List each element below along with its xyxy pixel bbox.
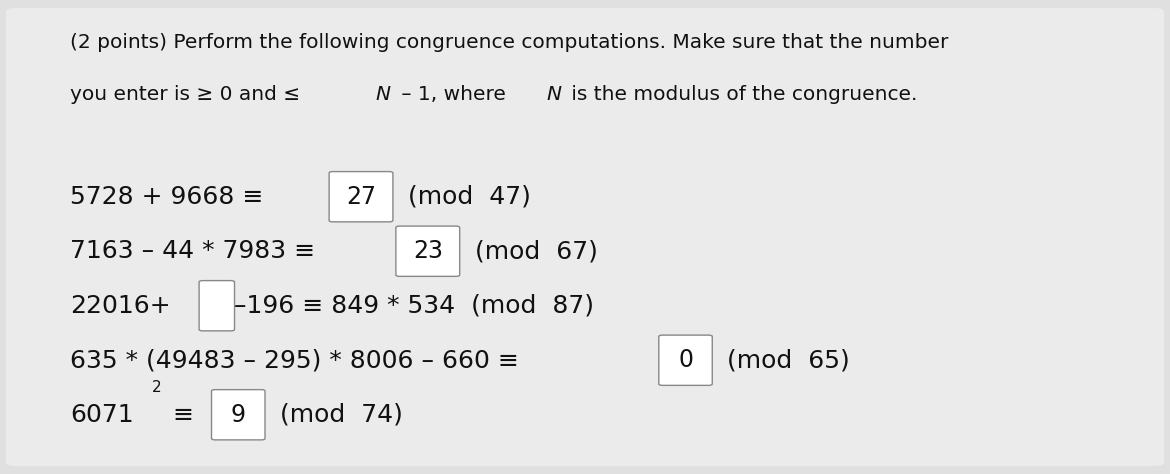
Text: 635 * (49483 – 295) * 8006 – 660 ≡: 635 * (49483 – 295) * 8006 – 660 ≡ <box>70 348 526 372</box>
FancyBboxPatch shape <box>659 335 713 385</box>
FancyBboxPatch shape <box>199 281 234 331</box>
Text: N: N <box>376 85 391 104</box>
Text: 23: 23 <box>413 239 442 263</box>
Text: (mod  67): (mod 67) <box>459 239 598 263</box>
Text: (mod  74): (mod 74) <box>264 403 402 427</box>
Text: 6071: 6071 <box>70 403 133 427</box>
Text: (2 points) Perform the following congruence computations. Make sure that the num: (2 points) Perform the following congrue… <box>70 33 949 52</box>
Text: ≡: ≡ <box>165 403 201 427</box>
Text: is the modulus of the congruence.: is the modulus of the congruence. <box>565 85 917 104</box>
Text: (mod  47): (mod 47) <box>392 185 531 209</box>
Text: – 1, where: – 1, where <box>394 85 512 104</box>
Text: 0: 0 <box>679 348 693 372</box>
FancyBboxPatch shape <box>6 8 1164 466</box>
Text: N: N <box>546 85 560 104</box>
Text: 2: 2 <box>152 380 161 395</box>
Text: 9: 9 <box>230 403 246 427</box>
Text: (mod  65): (mod 65) <box>711 348 851 372</box>
Text: 27: 27 <box>346 185 376 209</box>
FancyBboxPatch shape <box>329 172 393 222</box>
Text: 5728 + 9668 ≡: 5728 + 9668 ≡ <box>70 185 271 209</box>
Text: 22016+: 22016+ <box>70 294 171 318</box>
FancyBboxPatch shape <box>212 390 264 440</box>
Text: –196 ≡ 849 * 534  (mod  87): –196 ≡ 849 * 534 (mod 87) <box>234 294 593 318</box>
Text: you enter is ≥ 0 and ≤: you enter is ≥ 0 and ≤ <box>70 85 307 104</box>
Text: 7163 – 44 * 7983 ≡: 7163 – 44 * 7983 ≡ <box>70 239 323 263</box>
FancyBboxPatch shape <box>395 226 460 276</box>
